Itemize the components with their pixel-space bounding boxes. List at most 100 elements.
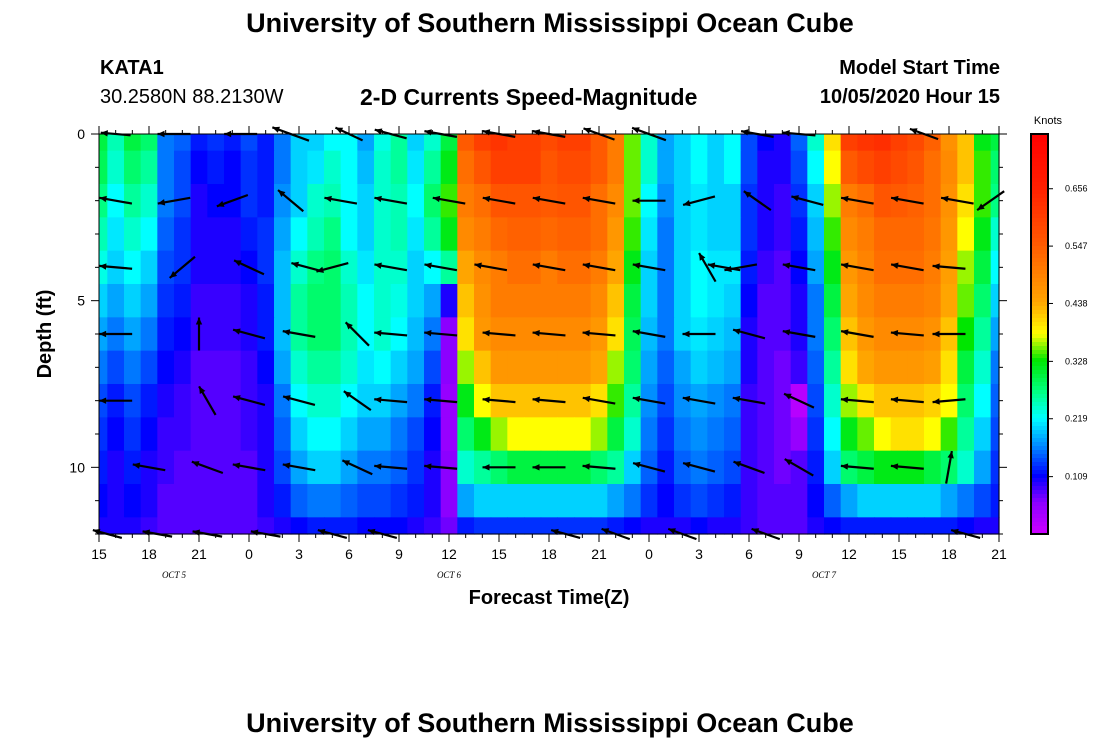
heatmap-cell [174,150,192,185]
colorbar-swatch [1031,506,1048,511]
heatmap-cell [990,350,1000,385]
colorbar-swatch [1031,310,1048,315]
current-vector-arrow [191,460,224,475]
colorbar-swatch [1031,442,1048,447]
colorbar-swatch [1031,166,1048,171]
heatmap-cell [557,150,575,185]
heatmap-cell [607,134,625,152]
heatmap-cell [807,350,825,385]
heatmap-cell [774,150,792,185]
heatmap-cell [157,450,175,485]
heatmap-cell [557,450,575,485]
heatmap-cell [474,350,492,385]
colorbar-swatch [1031,362,1048,367]
colorbar-swatch [1031,270,1048,275]
heatmap-cell [857,317,875,352]
heatmap-cell [624,217,642,252]
heatmap-cell [557,484,575,518]
heatmap-cell [724,284,742,318]
heatmap-cell [524,517,542,535]
heatmap-cell [774,350,792,385]
colorbar-frame [1030,133,1049,535]
current-vector-arrow [582,329,616,337]
heatmap-cell [290,250,308,285]
heatmap-cell [974,217,992,252]
current-vector-arrow [890,396,924,404]
heatmap-cell [140,150,158,185]
heatmap-cell [940,184,958,218]
heatmap-cell [174,350,192,385]
heatmap-cell [640,350,658,385]
colorbar-swatch [1031,418,1048,423]
heatmap-cell [474,217,492,252]
heatmap-cell [490,134,508,152]
heatmap-cell [574,184,592,218]
heatmap-cell [274,484,292,518]
x-tick-label: 15 [91,546,107,562]
colorbar-swatch [1031,190,1048,195]
heatmap-cell [824,150,842,185]
heatmap-cell [907,217,925,252]
heatmap-cell [474,284,492,318]
heatmap-cell [990,217,1000,252]
heatmap-cell [957,134,975,152]
current-vector-arrow [482,195,516,205]
current-vector-arrow [195,317,203,351]
heatmap-cell [624,284,642,318]
heatmap-cell [674,284,692,318]
current-vector-arrow [282,462,316,472]
heatmap-cell [657,450,675,485]
colorbar-swatch [1031,286,1048,291]
colorbar-swatch [1031,382,1048,387]
heatmap-cell [224,284,242,318]
heatmap-cell [274,417,292,452]
heatmap-cell [940,417,958,452]
heatmap-cell [824,350,842,385]
colorbar-swatch [1031,210,1048,215]
x-tick-label: 21 [591,546,607,562]
heatmap-cell [607,450,625,485]
colorbar-swatch [1031,530,1048,535]
heatmap-cell [707,450,725,485]
heatmap-cell [474,150,492,185]
current-vector-arrow [698,252,717,283]
heatmap-cell [457,417,475,452]
heatmap-cell [124,484,142,518]
heatmap-cell [607,517,625,535]
heatmap-cell [274,184,292,218]
heatmap-cell [190,450,208,485]
heatmap-cell [807,517,825,535]
colorbar-swatch [1031,410,1048,415]
heatmap-cell [340,450,358,485]
colorbar-swatch [1031,282,1048,287]
colorbar-swatch [1031,230,1048,235]
heatmap-cell [890,284,908,318]
heatmap-cell [957,150,975,185]
heatmap-cell [374,184,392,218]
heatmap-cell [640,134,658,152]
heatmap-cell [624,517,642,535]
heatmap-cell [257,317,275,352]
heatmap-cell [740,284,758,318]
heatmap-cell [507,250,525,285]
heatmap-cell [324,417,342,452]
heatmap-cell [540,217,558,252]
heatmap-cell [290,184,308,218]
heatmap-cell [340,417,358,452]
heatmap-cell [99,350,108,385]
heatmap-cell [924,517,942,535]
heatmap-cell [190,384,208,418]
current-vector-arrow [424,262,458,272]
heatmap-cell [557,134,575,152]
heatmap-cell [157,250,175,285]
heatmap-cell [990,417,1000,452]
heatmap-cell [974,250,992,285]
colorbar-swatch [1031,502,1048,507]
heatmap-cell [307,350,325,385]
heatmap-cell [890,150,908,185]
heatmap-cell [307,217,325,252]
heatmap-cell [507,517,525,535]
heatmap-cell [107,350,125,385]
current-vector-arrow [632,262,666,272]
heatmap-cell [657,417,675,452]
